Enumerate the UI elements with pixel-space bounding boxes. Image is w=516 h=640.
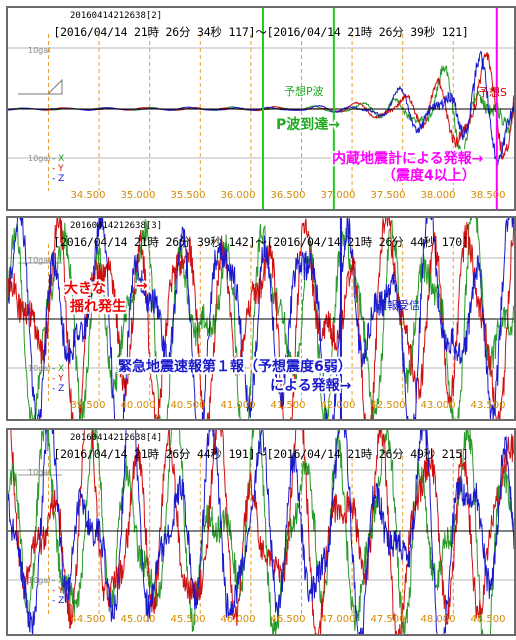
record-id: 20160414212638[2] — [70, 11, 163, 21]
annotation-expected-s: 予想S — [478, 86, 507, 99]
legend-y: - Y — [52, 164, 64, 174]
tick-label: 35.500 — [170, 190, 206, 201]
annotation-p-arrival: P波到達→ — [276, 117, 340, 133]
series-z-line — [8, 430, 514, 634]
annotation-big-shaking-1: 大きな — [64, 281, 106, 297]
ylabel-bottom: 10gal — [28, 364, 51, 373]
time-range: [2016/04/14 21時 26分 39秒 142]～[2016/04/14… — [53, 235, 469, 249]
ylabel-bottom: 10gal — [28, 576, 51, 585]
tick-label: 40.500 — [170, 400, 206, 411]
tick-label: 37.000 — [320, 190, 356, 201]
tick-label: 36.500 — [270, 190, 306, 201]
time-range: [2016/04/14 21時 26分 44秒 191]～[2016/04/14… — [53, 447, 469, 461]
tick-label: 42.500 — [370, 400, 406, 411]
tick-label: 46.000 — [220, 614, 256, 625]
waveform-panel-1: 20160414212638[2] [2016/04/14 21時 26分 34… — [6, 6, 516, 211]
record-id: 20160414212638[4] — [70, 433, 163, 443]
annotation-big-shaking-2: 揺れ発生 — [70, 299, 126, 315]
legend: - X - Y - Z — [52, 154, 64, 184]
tick-label: 37.500 — [370, 190, 406, 201]
legend: - X - Y - Z — [52, 576, 64, 606]
legend-x: - X — [52, 154, 65, 164]
ylabel-top: 10gal — [28, 256, 51, 265]
tick-label: 38.500 — [470, 190, 506, 201]
legend-y: - Y — [52, 374, 64, 384]
tick-label: 47.500 — [370, 614, 406, 625]
tick-label: 39.500 — [70, 400, 106, 411]
waveform-plot-3 — [8, 430, 514, 634]
waveform-plot-2 — [8, 218, 514, 419]
tick-label: 43.000 — [420, 400, 456, 411]
ylabel-bottom: 10gal — [28, 154, 51, 163]
scale-symbol — [18, 78, 63, 95]
tick-label: 48.000 — [420, 614, 456, 625]
tick-label: 38.000 — [420, 190, 456, 201]
legend-z: - Z — [52, 596, 65, 606]
time-range: [2016/04/14 21時 26分 34秒 117]～[2016/04/14… — [53, 25, 469, 39]
legend-z: - Z — [52, 384, 65, 394]
annotation-bulletin-received: 速報受信 — [376, 299, 420, 312]
record-id: 20160414212638[3] — [70, 221, 163, 231]
tick-label: 45.500 — [170, 614, 206, 625]
annotation-intensity: （震度4以上） — [382, 168, 476, 184]
legend-x: - X — [52, 576, 65, 586]
legend-x: - X — [52, 364, 65, 374]
ylabel-top: 10gal — [28, 46, 51, 55]
annotation-eew-2: による発報→ — [270, 378, 352, 394]
tick-label: 48.500 — [470, 614, 506, 625]
tick-label: 40.000 — [120, 400, 156, 411]
series-y-line — [10, 430, 514, 634]
annotation-internal-alarm: 内蔵地震計による発報→ — [332, 151, 484, 167]
tick-label: 42.000 — [320, 400, 356, 411]
tick-label: 41.500 — [270, 400, 306, 411]
series-y-line — [8, 218, 514, 419]
annotation-eew-1: 緊急地震速報第１報（予想震度6弱） — [118, 359, 352, 375]
annotation-big-shaking-arrow: → — [136, 278, 148, 294]
legend-y: - Y — [52, 586, 64, 596]
ylabel-top: 10gal — [28, 468, 51, 477]
annotation-expected-p: 予想P波 — [284, 85, 324, 98]
tick-label: 43.500 — [470, 400, 506, 411]
waveform-panel-2: 20160414212638[3] [2016/04/14 21時 26分 39… — [6, 216, 516, 421]
tick-label: 35.000 — [120, 190, 156, 201]
tick-label: 44.500 — [70, 614, 106, 625]
tick-label: 47.000 — [320, 614, 356, 625]
series-z-line — [8, 218, 514, 419]
legend: - X - Y - Z — [52, 364, 64, 394]
waveform-plot-1 — [8, 8, 514, 209]
tick-label: 46.500 — [270, 614, 306, 625]
tick-label: 34.500 — [70, 190, 106, 201]
tick-label: 36.000 — [220, 190, 256, 201]
tick-label: 41.000 — [220, 400, 256, 411]
tick-label: 45.000 — [120, 614, 156, 625]
legend-z: - Z — [52, 174, 65, 184]
waveform-panel-3: 20160414212638[4] [2016/04/14 21時 26分 44… — [6, 428, 516, 636]
